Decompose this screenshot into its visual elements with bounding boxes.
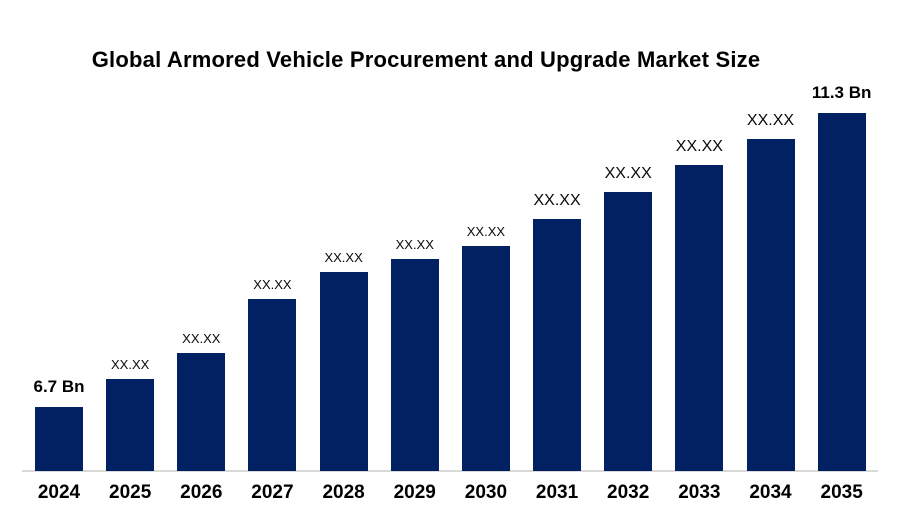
bar-2024	[35, 407, 83, 471]
bar-2030	[461, 246, 510, 471]
value-label-2027: XX.XX	[253, 277, 292, 292]
x-tick-2030: 2030	[464, 482, 508, 503]
x-tick-2031: 2031	[535, 482, 579, 503]
value-label-2034: XX.XX	[746, 112, 795, 129]
bar-2026	[177, 353, 226, 471]
bar-2032	[604, 192, 653, 471]
value-label-2035: 11.3 Bn	[811, 83, 872, 102]
bar-2025	[106, 379, 155, 471]
bar-2027	[248, 299, 297, 471]
x-tick-2029: 2029	[393, 482, 436, 503]
x-axis-line	[22, 470, 878, 472]
bar-2028	[319, 272, 368, 471]
bar-2033	[675, 165, 724, 471]
value-label-2025: XX.XX	[110, 357, 150, 372]
value-label-2031: XX.XX	[533, 192, 581, 209]
x-tick-2033: 2033	[678, 482, 721, 503]
value-label-2032: XX.XX	[604, 165, 652, 182]
x-tick-2026: 2026	[180, 482, 223, 503]
value-label-2033: XX.XX	[675, 138, 723, 155]
value-label-2028: XX.XX	[324, 250, 363, 265]
x-tick-2035: 2035	[820, 482, 863, 503]
bar-2034	[746, 139, 795, 471]
x-tick-2032: 2032	[607, 482, 650, 503]
x-tick-2024: 2024	[37, 482, 81, 503]
value-label-2024: 6.7 Bn	[33, 377, 85, 396]
x-tick-2034: 2034	[749, 482, 792, 503]
value-label-2029: XX.XX	[395, 237, 434, 252]
x-tick-2025: 2025	[109, 482, 152, 503]
value-label-2026: XX.XX	[182, 331, 221, 346]
value-label-2030: XX.XX	[466, 224, 506, 239]
bar-2035	[817, 113, 866, 471]
chart-title: Global Armored Vehicle Procurement and U…	[91, 47, 761, 72]
bar-2029	[390, 259, 439, 471]
bar-2031	[533, 219, 582, 471]
x-tick-2027: 2027	[251, 482, 294, 503]
x-tick-2028: 2028	[322, 482, 365, 503]
